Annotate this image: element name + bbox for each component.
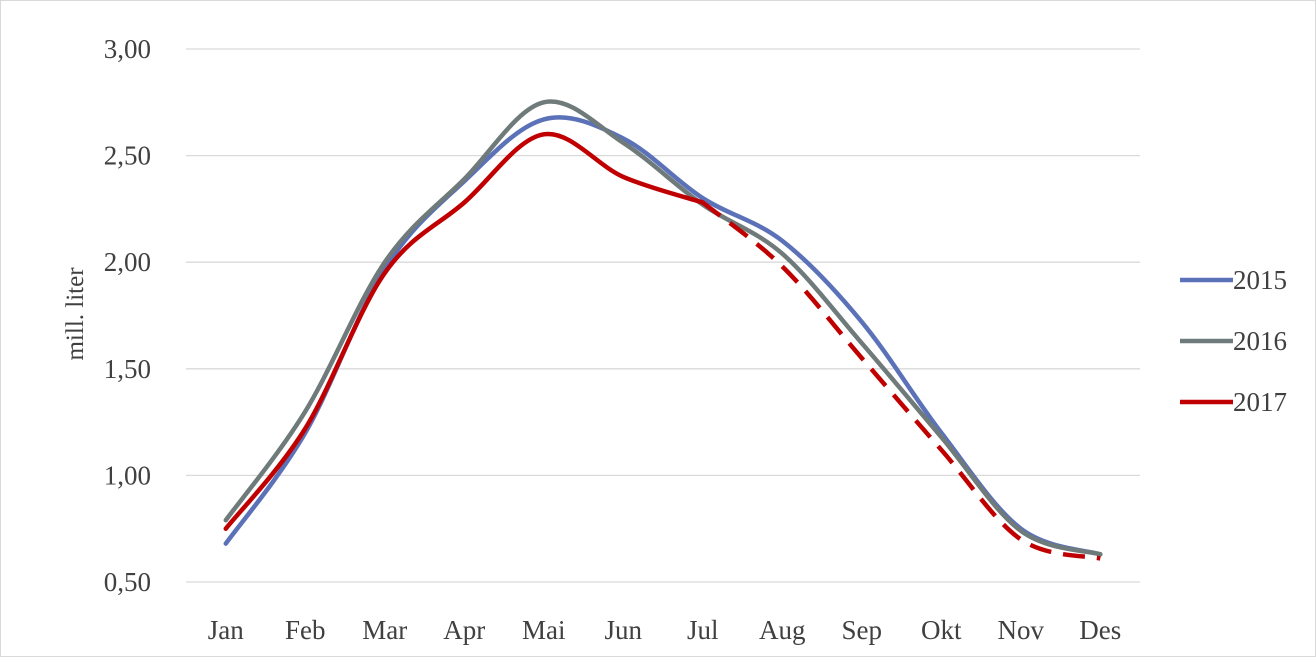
series-lines bbox=[223, 99, 1103, 561]
y-tick-label: 1,50 bbox=[104, 354, 151, 384]
y-axis-title: mill. liter bbox=[62, 267, 89, 361]
x-tick-label: Nov bbox=[998, 615, 1045, 645]
legend-label: 2016 bbox=[1233, 326, 1287, 356]
legend-label: 2015 bbox=[1233, 265, 1287, 295]
y-axis-ticks: 0,50 1,00 1,50 2,00 2,50 3,00 bbox=[104, 34, 151, 597]
x-tick-label: Jan bbox=[208, 615, 244, 645]
x-tick-label: Sep bbox=[842, 615, 883, 645]
series-line-2015 bbox=[223, 115, 1103, 557]
x-tick-label: Des bbox=[1079, 615, 1121, 645]
series-line-2017 bbox=[223, 131, 706, 531]
x-tick-label: Jun bbox=[604, 615, 642, 645]
x-tick-label: Mar bbox=[362, 615, 407, 645]
legend: 2015 2016 2017 bbox=[1180, 265, 1287, 417]
y-tick-label: 3,00 bbox=[104, 34, 151, 64]
series-line-2017-dashed bbox=[701, 200, 1101, 561]
x-axis-ticks: Jan Feb Mar Apr Mai Jun Jul Aug Sep Okt Nov Des bbox=[208, 615, 1122, 645]
x-tick-label: Okt bbox=[921, 615, 962, 645]
x-tick-label: Jul bbox=[687, 615, 719, 645]
gridlines bbox=[186, 48, 1140, 583]
y-tick-label: 2,50 bbox=[104, 141, 151, 171]
x-tick-label: Mai bbox=[522, 615, 566, 645]
series-line-2016 bbox=[223, 99, 1103, 557]
x-tick-label: Feb bbox=[285, 615, 326, 645]
x-tick-label: Aug bbox=[759, 615, 806, 645]
legend-label: 2017 bbox=[1233, 387, 1287, 417]
x-tick-label: Apr bbox=[443, 615, 485, 645]
y-tick-label: 2,00 bbox=[104, 247, 151, 277]
y-tick-label: 1,00 bbox=[104, 460, 151, 490]
y-tick-label: 0,50 bbox=[104, 567, 151, 597]
